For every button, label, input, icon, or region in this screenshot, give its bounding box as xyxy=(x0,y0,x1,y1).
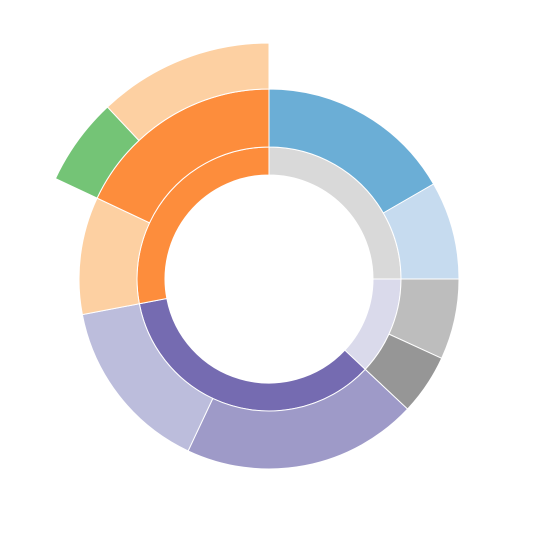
sunburst-segment-peach[interactable] xyxy=(106,42,270,142)
sunburst-rings xyxy=(54,42,460,470)
center-hole xyxy=(165,175,373,383)
